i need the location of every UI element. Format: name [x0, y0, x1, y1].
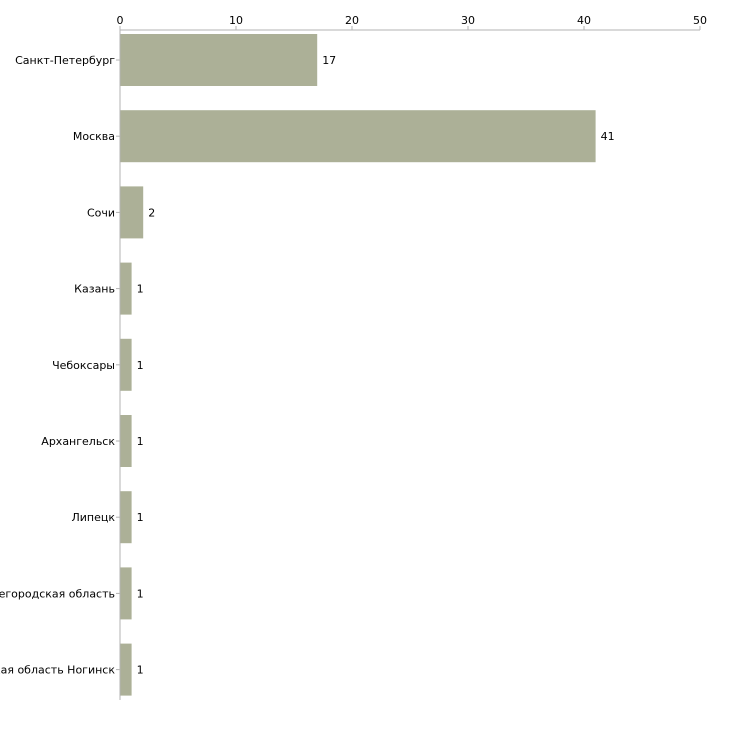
value-label: 1	[137, 664, 144, 677]
category-label: Казань	[74, 283, 115, 296]
value-label: 1	[137, 283, 144, 296]
bar	[120, 110, 596, 163]
value-label: 17	[322, 54, 336, 67]
bar	[120, 34, 318, 86]
category-label: Архангельск	[41, 435, 115, 448]
category-labels-group: Санкт-Петербург Москва Сочи Казань Чебоксары…	[0, 54, 120, 677]
category-label: Санкт-Петербург	[15, 54, 115, 67]
bar	[120, 643, 132, 696]
bar	[120, 262, 132, 315]
bar	[120, 338, 132, 391]
bar	[120, 415, 132, 467]
category-label: Чебоксары	[52, 359, 115, 372]
x-ticks-group: 0 10 20 30 40 50	[117, 14, 707, 30]
value-label: 41	[601, 130, 615, 143]
bars-group	[120, 34, 596, 696]
bar	[120, 567, 132, 620]
value-label: 1	[137, 435, 144, 448]
value-label: 1	[137, 511, 144, 524]
x-tick-label: 30	[461, 14, 475, 27]
bar	[120, 491, 132, 544]
category-label: Московская область Ногинск	[0, 664, 115, 677]
category-label: Сочи	[87, 206, 115, 219]
x-tick-label: 20	[345, 14, 359, 27]
category-label: Нижегородская область	[0, 587, 115, 600]
value-label: 1	[137, 587, 144, 600]
category-label: Москва	[73, 130, 115, 143]
value-label: 1	[137, 359, 144, 372]
x-tick-label: 50	[693, 14, 707, 27]
x-tick-label: 0	[117, 14, 124, 27]
category-label: Липецк	[71, 511, 115, 524]
bar	[120, 186, 144, 239]
x-tick-label: 10	[229, 14, 243, 27]
value-label: 2	[148, 206, 155, 219]
x-tick-label: 40	[577, 14, 591, 27]
